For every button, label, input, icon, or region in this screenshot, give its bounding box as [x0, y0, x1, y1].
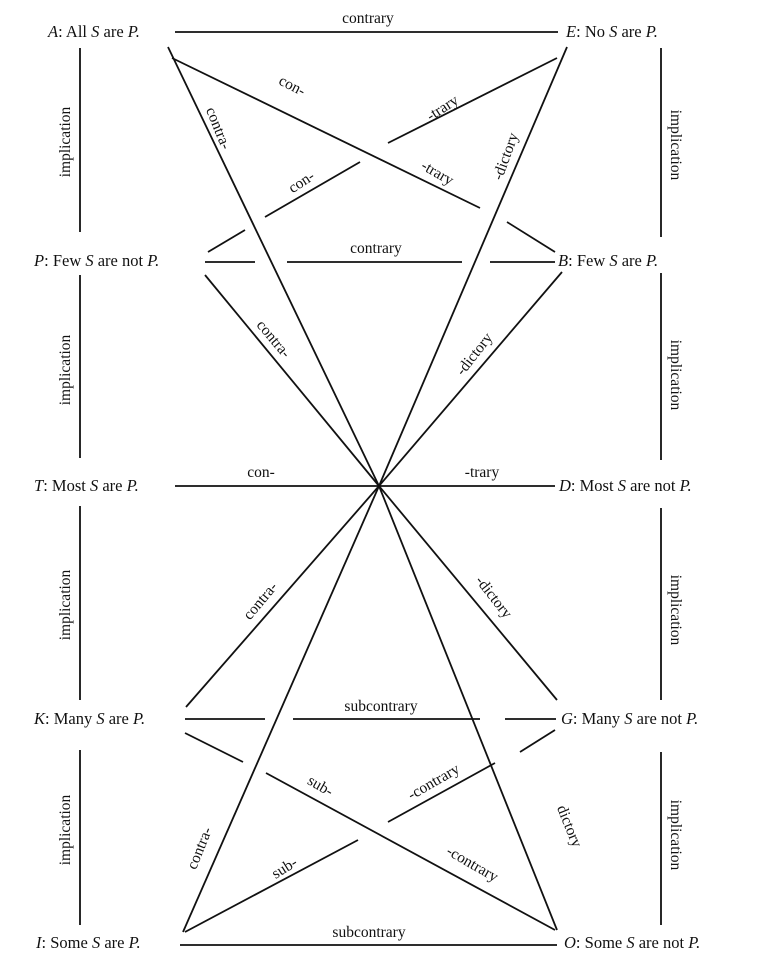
- svg-text:G: Many S are not P.: G: Many S are not P.: [561, 709, 698, 728]
- svg-text:con-: con-: [247, 464, 275, 481]
- proposition-A: A: All S are P.: [47, 22, 140, 41]
- proposition-D: D: Most S are not P.: [558, 476, 692, 495]
- svg-text:implication: implication: [667, 575, 684, 646]
- svg-text:-dictory: -dictory: [489, 130, 522, 182]
- relation-contradictory-E-T: -dictory: [378, 46, 568, 487]
- svg-text:subcontrary: subcontrary: [344, 698, 417, 715]
- proposition-I: I: Some S are P.: [35, 933, 141, 952]
- proposition-E: E: No S are P.: [565, 22, 658, 41]
- svg-text:con-: con-: [276, 72, 308, 100]
- relation-contrary-T-D: con- -trary: [175, 464, 555, 487]
- implication-right: implication implication implication impl…: [660, 48, 684, 925]
- svg-text:subcontrary: subcontrary: [332, 924, 405, 941]
- proposition-O: O: Some S are not P.: [564, 933, 700, 952]
- svg-text:P: Few S are not P.: P: Few S are not P.: [33, 251, 159, 270]
- svg-text:implication: implication: [667, 110, 684, 181]
- svg-text:O: Some S are not P.: O: Some S are not P.: [564, 933, 700, 952]
- svg-text:con-: con-: [285, 168, 317, 197]
- svg-text:contrary: contrary: [342, 10, 394, 27]
- svg-text:contra-: contra-: [184, 825, 216, 872]
- svg-text:-dictory: -dictory: [453, 329, 497, 378]
- relation-contradictory-G-line: -dictory: [378, 485, 558, 701]
- svg-text:B: Few S are P.: B: Few S are P.: [558, 251, 658, 270]
- proposition-T: T: Most S are P.: [34, 476, 139, 495]
- relation-contrary-A-E: contrary: [175, 10, 558, 33]
- relation-subcontrary-K-G: subcontrary: [185, 698, 556, 720]
- svg-text:D: Most S are not P.: D: Most S are not P.: [558, 476, 692, 495]
- svg-text:A: All S are P.: A: All S are P.: [47, 22, 140, 41]
- svg-text:K: Many S are P.: K: Many S are P.: [33, 709, 145, 728]
- svg-text:contrary: contrary: [350, 240, 402, 257]
- proposition-K: K: Many S are P.: [33, 709, 145, 728]
- svg-text:-dictory: -dictory: [472, 573, 516, 622]
- svg-text:T: Most S are P.: T: Most S are P.: [34, 476, 139, 495]
- relation-subcontrary-K-O: sub- -contrary: [184, 732, 556, 931]
- svg-text:implication: implication: [667, 340, 684, 411]
- relation-subcontrary-I-O: subcontrary: [180, 924, 557, 946]
- svg-text:-trary: -trary: [423, 92, 461, 125]
- svg-text:-trary: -trary: [418, 157, 457, 189]
- svg-text:implication: implication: [57, 794, 74, 865]
- relation-contradictory-B-line: -dictory: [378, 271, 563, 487]
- svg-text:E: No S are P.: E: No S are P.: [565, 22, 658, 41]
- proposition-B: B: Few S are P.: [558, 251, 658, 270]
- relation-contradictory-A-D: contra-: [167, 46, 380, 487]
- implication-left: implication implication implication impl…: [57, 48, 81, 925]
- svg-text:implication: implication: [57, 334, 74, 405]
- svg-text:implication: implication: [667, 800, 684, 871]
- svg-text:implication: implication: [57, 569, 74, 640]
- svg-text:-contrary: -contrary: [443, 843, 501, 886]
- svg-text:contra-: contra-: [240, 579, 281, 624]
- svg-text:I: Some S are P.: I: Some S are P.: [35, 933, 141, 952]
- proposition-G: G: Many S are not P.: [561, 709, 698, 728]
- svg-text:-trary: -trary: [465, 464, 500, 481]
- svg-text:sub-: sub-: [269, 854, 301, 883]
- proposition-P: P: Few S are not P.: [33, 251, 159, 270]
- relation-contrary-P-B: contrary: [205, 240, 555, 263]
- svg-text:implication: implication: [57, 106, 74, 177]
- relation-contradictory-K-line: contra-: [185, 485, 380, 708]
- svg-text:dictory: dictory: [553, 803, 585, 850]
